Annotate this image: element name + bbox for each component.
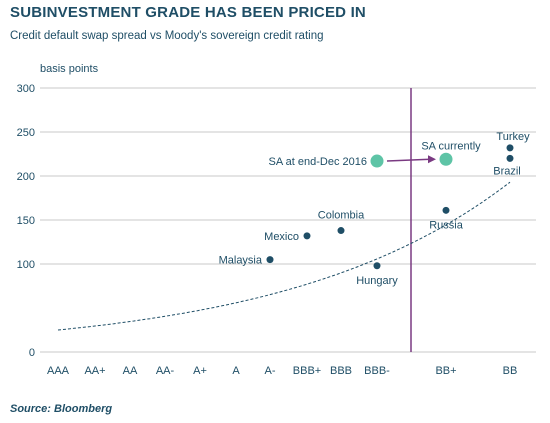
point-label: Hungary: [356, 275, 398, 287]
data-point: [303, 232, 311, 240]
trend-line: [57, 181, 511, 331]
x-tick-label: BBB+: [293, 365, 321, 377]
y-tick-label: 250: [17, 127, 35, 139]
highlight-point: [439, 152, 453, 166]
x-tick-label: BBB: [330, 365, 352, 377]
point-label: Colombia: [318, 210, 365, 222]
data-point: [337, 227, 345, 235]
data-point: [442, 206, 450, 214]
data-point: [266, 256, 274, 264]
highlight-point: [370, 154, 384, 168]
sa-move-arrow: [386, 158, 431, 162]
x-tick-label: AA: [123, 365, 138, 377]
chart-subtitle: Credit default swap spread vs Moody's so…: [10, 30, 324, 42]
y-tick-label: 150: [17, 215, 35, 227]
highlight-label: SA at end-Dec 2016: [269, 156, 367, 168]
chart-title: SUBINVESTMENT GRADE HAS BEEN PRICED IN: [10, 4, 366, 21]
y-tick-label: 300: [17, 83, 35, 95]
data-point: [506, 144, 514, 152]
x-tick-label: A+: [193, 365, 207, 377]
point-label: Russia: [429, 219, 464, 231]
x-tick-label: BB+: [435, 365, 456, 377]
point-label: Turkey: [496, 131, 530, 143]
x-tick-label: A: [232, 365, 240, 377]
y-tick-label: 200: [17, 171, 35, 183]
x-tick-label: AA+: [84, 365, 105, 377]
y-tick-label: 0: [29, 347, 35, 359]
x-tick-label: A-: [265, 365, 276, 377]
sa-move-arrowhead: [428, 155, 436, 164]
x-tick-label: AAA: [47, 365, 70, 377]
data-point: [373, 262, 381, 270]
highlight-label: SA currently: [421, 140, 481, 152]
y-axis-label: basis points: [40, 63, 99, 75]
point-label: Malaysia: [219, 255, 263, 267]
x-tick-label: BB: [503, 365, 518, 377]
x-tick-label: AA-: [156, 365, 175, 377]
chart-source: Source: Bloomberg: [10, 403, 113, 415]
data-point: [506, 154, 514, 162]
y-tick-label: 100: [17, 259, 35, 271]
point-label: Mexico: [264, 231, 299, 243]
x-tick-label: BBB-: [364, 365, 390, 377]
point-label: Brazil: [493, 165, 521, 177]
